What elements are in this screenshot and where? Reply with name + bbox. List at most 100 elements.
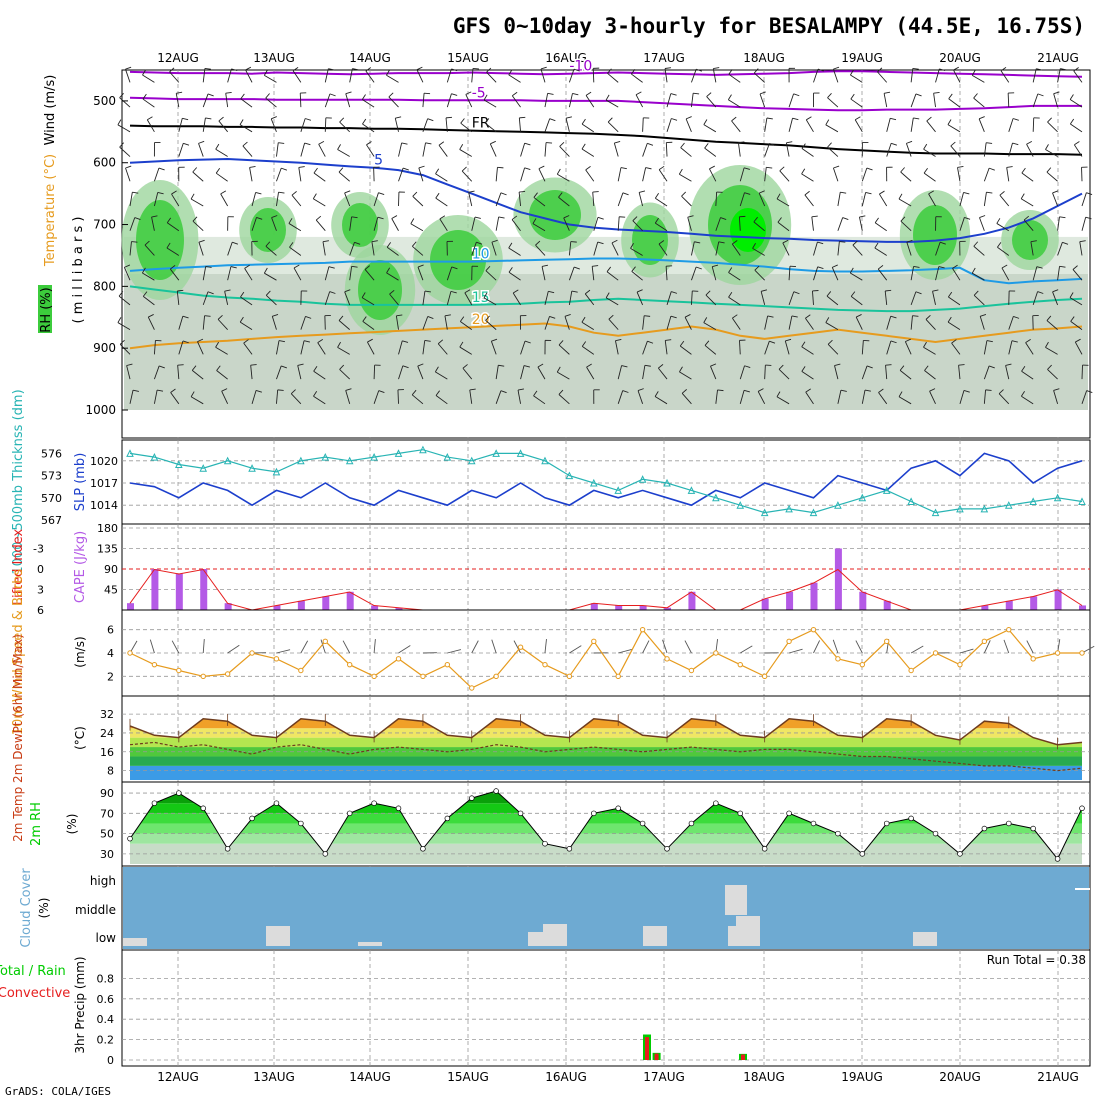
wind-barb-flag <box>401 142 408 145</box>
wind-barb <box>935 68 940 83</box>
wind-barb <box>638 192 644 207</box>
wind-barb-flag <box>850 69 854 76</box>
wind-barb-flag <box>117 119 122 126</box>
wind-barb <box>801 370 814 380</box>
wind-barb <box>690 290 693 305</box>
wind-barb-flag <box>804 190 810 196</box>
wind-barb <box>886 340 892 355</box>
wind-barb-flag <box>986 142 993 144</box>
rh2m-marker <box>810 820 817 827</box>
wind-barb <box>191 370 204 380</box>
wind-barb <box>483 99 497 108</box>
wind-barb <box>764 143 770 157</box>
wind-barb <box>483 297 497 306</box>
wind-barb <box>251 390 257 404</box>
date-label-bottom: 14AUG <box>349 1070 391 1084</box>
high-cloud-mark <box>1075 888 1090 890</box>
thickness-marker <box>882 486 891 494</box>
wind-barb <box>983 640 991 654</box>
rh2m-band <box>130 803 1082 814</box>
wind-barb <box>202 291 209 306</box>
wind-barb-flag <box>204 315 211 317</box>
wind-barb-flag <box>344 190 351 194</box>
wind-barb-flag <box>523 365 530 368</box>
wind-barb-flag <box>915 93 922 97</box>
wind-barb-flag <box>304 142 311 146</box>
wind-barb-flag <box>563 215 570 219</box>
wind-barb-flag <box>891 142 898 146</box>
upper-air-panel-group: -10 -5 FR 5 10 15 20 500 600 700 800 900 1000 RH (%) T… <box>38 57 1093 439</box>
wind-barb <box>959 192 964 207</box>
wind-barb-flag <box>126 363 133 366</box>
rh2m-marker <box>151 800 158 806</box>
wind-barb <box>435 395 448 405</box>
wind-speed-marker <box>1030 656 1036 662</box>
wind-barb <box>171 640 180 654</box>
wind-barb-flag <box>289 242 294 248</box>
wind-barb <box>957 167 961 182</box>
wind-barb <box>837 192 841 207</box>
wind-barb <box>471 68 474 83</box>
pressure-tick-label: 900 <box>93 341 116 355</box>
wind-barb-flag <box>670 315 677 319</box>
wind-barb <box>169 268 180 281</box>
wind-barb <box>929 390 936 405</box>
wind-barb-flag <box>277 389 284 391</box>
wind-barb <box>417 266 424 281</box>
wind-barb-flag <box>169 67 175 73</box>
wind-barb <box>264 74 277 83</box>
wind-barb <box>715 191 718 207</box>
wind-barb <box>218 120 228 133</box>
wind-barb-flag <box>215 341 220 348</box>
wind-barb <box>666 291 672 306</box>
wind-barb-flag <box>884 91 891 94</box>
wind-barb-flag <box>605 94 610 101</box>
rh2m-marker <box>346 810 353 817</box>
wind-barb-flag <box>776 391 781 398</box>
wind-barb <box>655 197 668 207</box>
wind-barb-flag <box>141 267 146 274</box>
mid-cloud-block <box>725 885 747 915</box>
wind-barb-flag <box>704 340 710 346</box>
precip-tick-label: 0.6 <box>97 993 115 1006</box>
precip-tick-label: 0.4 <box>97 1013 115 1026</box>
wind-barb <box>117 322 131 331</box>
wind-barb <box>1021 370 1034 380</box>
wind-barb <box>731 317 741 330</box>
precip-tick-label: 0.8 <box>97 972 115 985</box>
wind-barb <box>910 315 913 330</box>
wind-barb <box>240 296 253 306</box>
wind-barb <box>591 266 595 281</box>
wind-barb <box>129 217 136 231</box>
wind-barb <box>220 193 229 207</box>
wind-barb <box>202 93 209 108</box>
wind-barb-flag <box>777 217 782 223</box>
wind-barb <box>511 219 521 231</box>
wind-barb-flag <box>240 291 245 298</box>
wind-barb <box>559 146 570 157</box>
wind-barb <box>1072 269 1083 281</box>
wind-barb <box>198 143 204 157</box>
wind-barb <box>1057 68 1061 83</box>
wind-barb <box>126 365 131 380</box>
wind-speed-marker <box>884 638 890 645</box>
wind-barb-flag <box>351 216 358 219</box>
wind-barb <box>371 241 375 256</box>
wind-barb <box>373 390 380 404</box>
wind-barb <box>605 99 619 108</box>
wind-barb <box>805 317 814 330</box>
thickness-marker <box>297 456 305 465</box>
wind-barb-flag <box>842 217 849 221</box>
contour-label: FR <box>472 116 490 132</box>
wind-barb-flag <box>345 91 352 95</box>
wind-barb <box>398 142 403 157</box>
wind-barb-flag <box>766 117 773 120</box>
wind-barb-flag <box>352 68 359 71</box>
wind-barb <box>947 124 961 133</box>
wind-barb-flag <box>339 117 345 123</box>
wind-barb-flag <box>732 240 738 245</box>
rh2m-tick-label: 90 <box>100 787 114 800</box>
wind-barb <box>386 74 399 83</box>
rh2m-tick-label: 50 <box>100 828 114 841</box>
wind-barb <box>664 340 668 355</box>
